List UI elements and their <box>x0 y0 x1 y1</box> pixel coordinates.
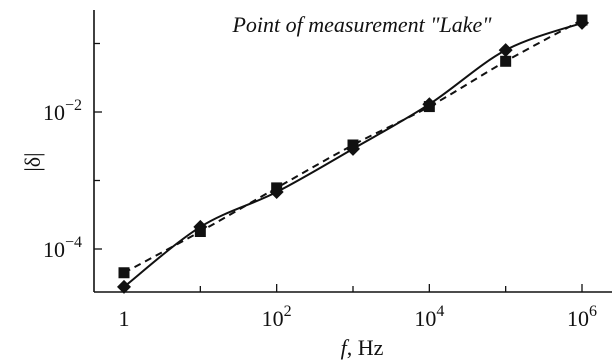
series-2-square-point <box>271 182 283 194</box>
series-2-square-point <box>423 101 435 113</box>
series-2-square-point <box>576 14 588 26</box>
x-tick-label: 102 <box>262 303 292 331</box>
series-layer <box>117 14 589 294</box>
plot-area: 1 102 104 106 10−4 10−2 <box>43 10 612 331</box>
y-tick-label: 10−2 <box>43 97 82 125</box>
series-1-diamond-point <box>498 43 513 58</box>
y-axis-label: |δ| <box>20 152 45 171</box>
y-tick-label: 10−4 <box>43 234 82 262</box>
series-2-square-point <box>347 139 359 151</box>
x-tick-label: 104 <box>414 303 444 331</box>
series-2-square-point <box>118 267 130 279</box>
chart-title: Point of measurement "Lake" <box>231 12 492 37</box>
x-axis-label: f, Hz <box>341 335 384 360</box>
x-tick-label: 1 <box>119 306 130 331</box>
series-1-diamond-point <box>117 279 131 294</box>
series-2-square-point <box>500 55 512 67</box>
x-tick-label: 106 <box>567 303 597 331</box>
series-2-square-point <box>194 226 206 238</box>
